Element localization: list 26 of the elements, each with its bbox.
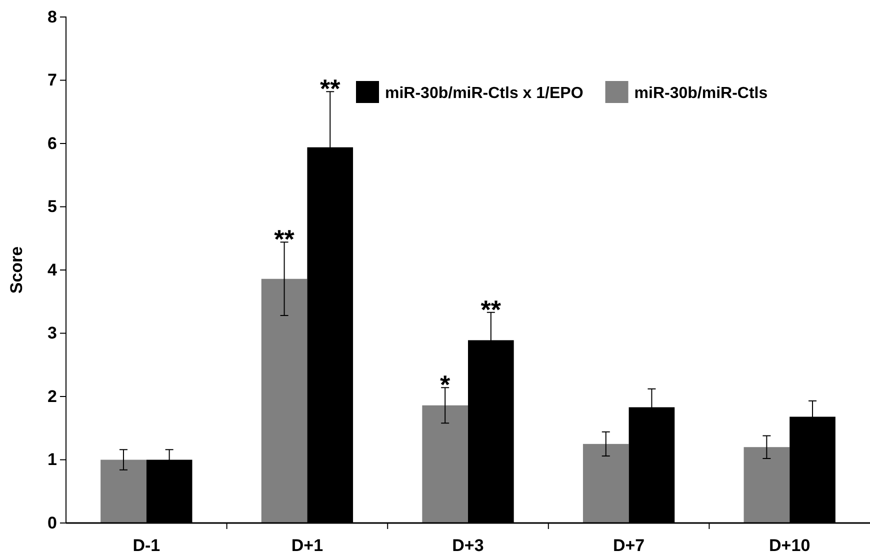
y-axis-title: Score	[7, 246, 26, 294]
bar	[744, 447, 790, 523]
bar	[100, 460, 146, 523]
legend-label: miR-30b/miR-Ctls	[634, 85, 768, 102]
x-tick-label: D+7	[612, 536, 645, 555]
y-tick-label: 5	[48, 197, 57, 216]
bar	[422, 405, 468, 523]
x-tick-label: D+1	[291, 536, 324, 555]
y-tick-label: 8	[48, 7, 57, 26]
x-tick-label: D+10	[769, 536, 810, 555]
y-tick-label: 4	[48, 260, 58, 280]
y-tick-label: 0	[48, 513, 57, 532]
y-tick-label: 7	[48, 70, 57, 90]
bar	[582, 444, 629, 523]
x-tick-label: D+3	[452, 536, 484, 555]
y-tick-label: 2	[48, 386, 57, 406]
annotation: **	[274, 224, 296, 254]
annotation: *	[440, 370, 452, 400]
y-tick-label: 6	[48, 134, 57, 153]
bar	[261, 278, 308, 523]
legend-label: miR-30b/miR-Ctls x 1/EPO	[385, 85, 584, 102]
annotation: **	[320, 74, 342, 104]
y-tick-label: 3	[48, 324, 57, 343]
annotation: **	[480, 294, 502, 324]
y-tick-label: 1	[48, 450, 57, 470]
x-tick-label: D-1	[132, 536, 160, 555]
